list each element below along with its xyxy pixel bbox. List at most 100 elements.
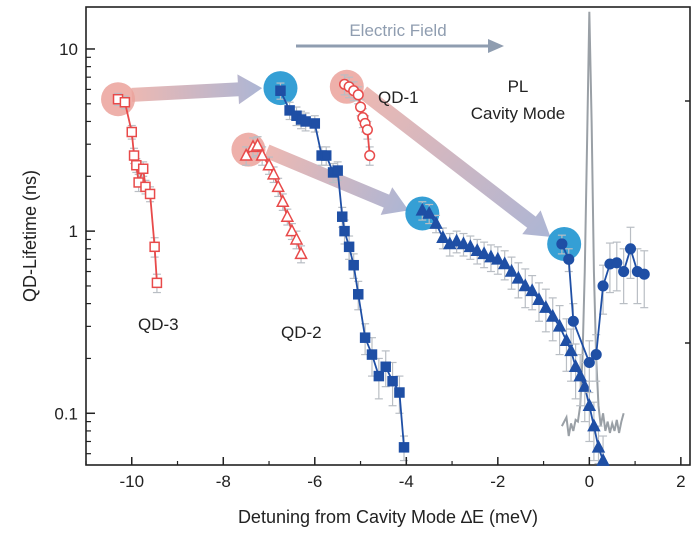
data-point bbox=[294, 246, 308, 260]
data-point bbox=[618, 265, 630, 278]
data-point bbox=[422, 205, 436, 219]
plot-frame bbox=[85, 6, 691, 466]
series-qd-1-blue- bbox=[556, 226, 650, 394]
data-point bbox=[556, 238, 568, 250]
data-point bbox=[477, 246, 491, 260]
data-point bbox=[504, 263, 519, 277]
data-point bbox=[596, 452, 610, 466]
data-point bbox=[563, 253, 575, 265]
data-point bbox=[119, 96, 131, 108]
electric-field-label: Electric Field bbox=[349, 21, 446, 40]
data-point bbox=[611, 257, 623, 269]
transition-arrow-qd1 bbox=[358, 86, 551, 237]
x-tick-label: -8 bbox=[216, 472, 231, 491]
series-qd-2-blue- bbox=[275, 82, 410, 462]
data-point bbox=[137, 163, 149, 175]
data-point bbox=[491, 251, 505, 265]
data-point bbox=[359, 332, 371, 343]
data-point bbox=[366, 349, 378, 360]
data-point bbox=[545, 308, 560, 322]
data-point bbox=[532, 292, 546, 305]
data-point bbox=[394, 387, 405, 398]
series-label-qd3: QD-3 bbox=[138, 315, 179, 334]
data-point bbox=[484, 249, 498, 263]
data-point bbox=[250, 137, 265, 151]
y-tick-label: 1 bbox=[69, 222, 78, 241]
series-label-qd2: QD-2 bbox=[281, 323, 322, 342]
data-point bbox=[539, 300, 553, 313]
pl-label: PL bbox=[508, 77, 529, 96]
data-point bbox=[300, 116, 311, 127]
y-tick-label: 0.1 bbox=[54, 404, 78, 423]
data-point bbox=[525, 283, 539, 297]
data-point bbox=[239, 147, 253, 161]
data-point bbox=[429, 215, 443, 229]
data-point bbox=[511, 270, 526, 284]
data-point bbox=[285, 223, 299, 237]
data-point bbox=[353, 289, 364, 300]
data-point bbox=[348, 259, 359, 271]
series-line bbox=[279, 90, 405, 448]
x-tick-label: 0 bbox=[585, 472, 594, 491]
data-point bbox=[587, 418, 601, 432]
data-point bbox=[144, 188, 156, 200]
data-point bbox=[568, 359, 583, 373]
data-point bbox=[343, 241, 355, 253]
data-point bbox=[320, 150, 332, 161]
data-point bbox=[128, 150, 140, 161]
data-point bbox=[573, 368, 587, 382]
transition-arrow-qd3 bbox=[131, 74, 263, 105]
data-point bbox=[284, 105, 295, 116]
data-point bbox=[470, 243, 484, 257]
x-tick-label: -4 bbox=[399, 472, 414, 491]
data-point bbox=[497, 256, 512, 270]
y-axis-label: QD-Lifetime (ns) bbox=[20, 170, 40, 302]
x-axis-label: Detuning from Cavity Mode ∆E (meV) bbox=[238, 507, 538, 527]
data-point bbox=[352, 89, 364, 101]
data-point bbox=[436, 230, 450, 243]
data-point bbox=[638, 268, 650, 280]
y-tick-label: 10 bbox=[59, 40, 78, 59]
data-point bbox=[149, 241, 160, 253]
data-point bbox=[373, 370, 385, 382]
data-point bbox=[591, 439, 606, 453]
data-point bbox=[280, 209, 295, 222]
y-axis: 0.1 1 10 bbox=[54, 40, 95, 455]
x-tick-label: -2 bbox=[490, 472, 505, 491]
data-point bbox=[126, 126, 138, 138]
x-tick-label: 2 bbox=[676, 472, 685, 491]
cavity-mode-label: Cavity Mode bbox=[471, 104, 565, 123]
data-point bbox=[364, 149, 376, 162]
electric-field-arrowhead bbox=[488, 39, 504, 53]
data-point bbox=[456, 236, 471, 250]
data-point bbox=[271, 179, 285, 193]
data-point bbox=[336, 211, 348, 222]
data-point bbox=[276, 194, 290, 207]
data-point bbox=[289, 231, 304, 245]
data-point bbox=[590, 349, 602, 361]
data-point bbox=[415, 202, 430, 216]
data-point bbox=[309, 118, 321, 129]
data-point bbox=[559, 333, 574, 347]
series-qd-3-blue- bbox=[415, 201, 610, 466]
data-point bbox=[578, 379, 592, 392]
data-point bbox=[518, 278, 533, 292]
electric-field-annotation: Electric Field bbox=[296, 21, 504, 53]
data-point bbox=[597, 280, 609, 292]
data-point bbox=[582, 398, 597, 411]
data-point bbox=[339, 225, 350, 237]
series-qd-3 bbox=[112, 92, 163, 294]
series-qd-2 bbox=[239, 136, 308, 264]
data-point bbox=[151, 277, 163, 289]
data-point bbox=[624, 243, 637, 255]
data-point bbox=[332, 165, 343, 176]
data-point bbox=[354, 101, 367, 113]
x-tick-label: -10 bbox=[119, 472, 144, 491]
data-point bbox=[567, 315, 579, 327]
data-point bbox=[255, 147, 269, 161]
x-tick-label: -6 bbox=[307, 472, 322, 491]
series-label-qd1: QD-1 bbox=[378, 88, 419, 107]
pl-cavity-mode-label: PL Cavity Mode bbox=[471, 77, 565, 123]
x-axis: -10 -8 -6 -4 -2 0 2 bbox=[85, 457, 686, 491]
